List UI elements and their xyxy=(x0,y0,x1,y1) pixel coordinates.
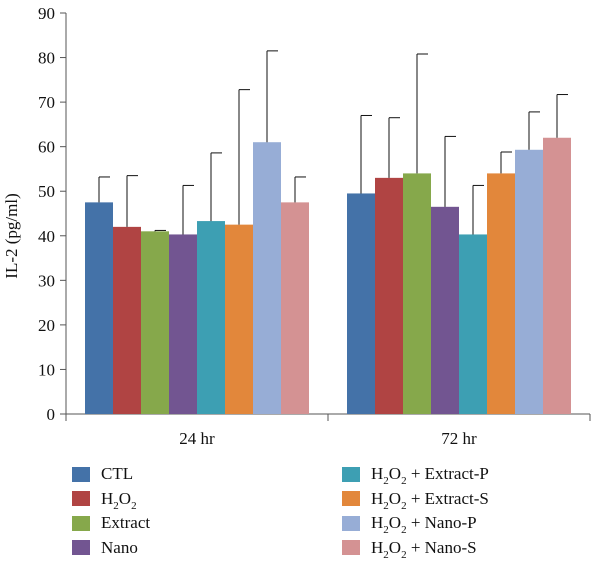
legend-label: Nano xyxy=(101,537,138,557)
bar xyxy=(113,226,141,414)
legend-swatch xyxy=(342,466,360,482)
y-axis-label: IL-2 (pg/ml) xyxy=(2,193,21,278)
legend-swatch xyxy=(342,515,360,531)
bar xyxy=(403,173,431,414)
legend-swatch xyxy=(342,540,360,555)
y-tick-label: 60 xyxy=(38,138,55,157)
legend-label: H2O2 + Extract-P xyxy=(371,464,489,487)
y-tick-label: 90 xyxy=(38,4,55,23)
y-tick-label: 70 xyxy=(38,93,55,112)
x-tick-label: 72 hr xyxy=(441,429,477,448)
bar xyxy=(515,149,543,414)
legend-label: H2O2 xyxy=(101,488,137,512)
legend-swatch xyxy=(342,491,360,506)
y-tick-label: 10 xyxy=(38,360,55,379)
legend-item: H2O2 + Extract-S xyxy=(342,487,489,512)
legend-item: H2O2 xyxy=(72,487,137,512)
bar xyxy=(459,234,487,414)
legend-swatch xyxy=(72,491,90,506)
y-tick-label: 0 xyxy=(47,405,56,424)
legend-item: H2O2 + Nano-P xyxy=(342,511,477,536)
bar xyxy=(253,142,281,414)
y-tick-label: 20 xyxy=(38,316,55,335)
legend-label: CTL xyxy=(101,464,134,483)
legend-label: H2O2 + Extract-S xyxy=(371,488,489,512)
bar xyxy=(431,206,459,414)
legend-item: Extract xyxy=(72,511,150,535)
legend-label: H2O2 + Nano-S xyxy=(371,537,477,561)
y-tick-label: 40 xyxy=(38,227,55,246)
bar xyxy=(141,231,169,414)
legend-swatch xyxy=(72,515,90,531)
legend-swatch xyxy=(72,540,90,555)
legend-item: H2O2 + Extract-P xyxy=(342,462,489,487)
legend-item: H2O2 + Nano-S xyxy=(342,536,477,561)
bar xyxy=(487,173,515,414)
legend-swatch xyxy=(72,466,90,482)
legend-item: CTL xyxy=(72,462,133,486)
bar-chart: 0 10 20 30 40 50 60 70 80 90 24 hr 72 hr IL-2 (pg/m… xyxy=(2,4,591,448)
legend-item: Nano xyxy=(72,536,138,560)
bar xyxy=(281,202,309,414)
bar xyxy=(375,177,403,414)
bar xyxy=(169,234,197,414)
bar xyxy=(197,221,225,414)
bar xyxy=(543,137,571,414)
bar xyxy=(225,224,253,414)
bar xyxy=(347,193,375,414)
bar xyxy=(85,202,113,414)
y-tick-label: 30 xyxy=(38,271,55,290)
y-tick-label: 80 xyxy=(38,49,55,68)
legend-label: H2O2 + Nano-P xyxy=(371,513,477,536)
y-tick-label: 50 xyxy=(38,182,55,201)
x-tick-label: 24 hr xyxy=(179,429,215,448)
legend-label: Extract xyxy=(101,513,151,532)
